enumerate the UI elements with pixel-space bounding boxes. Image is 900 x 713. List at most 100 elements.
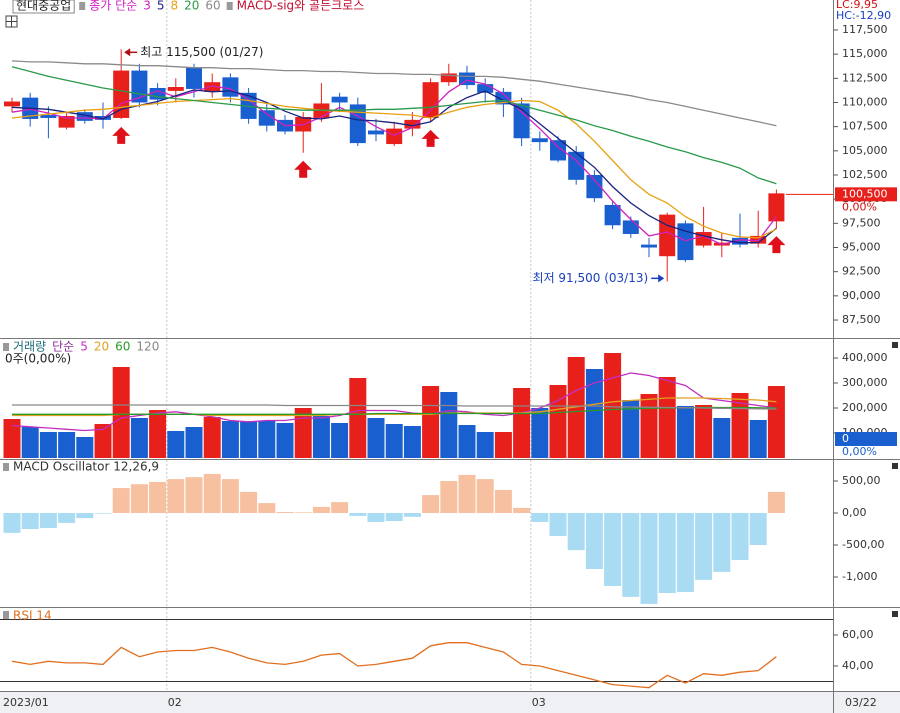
candle-body: [58, 116, 75, 128]
candle-body: [440, 73, 457, 83]
bar: [403, 426, 421, 458]
bar: [130, 484, 148, 513]
bar: [549, 385, 567, 458]
panel-button[interactable]: [892, 342, 898, 348]
ma-line: [11, 60, 777, 127]
legend-entry: 3: [143, 0, 151, 13]
bar: [440, 480, 458, 513]
stock-name[interactable]: 현대중공업: [16, 0, 71, 13]
panel-button[interactable]: [892, 611, 898, 617]
bar: [567, 512, 585, 551]
panel-title: 거래량: [13, 340, 46, 354]
legend-icon: [79, 2, 86, 10]
legend-icon: [3, 343, 9, 351]
legend-entry: 5: [157, 0, 165, 13]
y-tick-label: 60,00: [842, 628, 874, 641]
bar: [185, 477, 203, 513]
hc-label: HC:-12,90: [836, 9, 891, 22]
y-tick-label: 40,00: [842, 659, 874, 672]
bar: [676, 406, 694, 458]
signal-arrow: [767, 236, 786, 254]
bar: [531, 408, 549, 458]
bar: [203, 473, 221, 513]
bar: [112, 488, 130, 513]
bar: [185, 427, 203, 458]
y-tick-label: -1,000: [842, 570, 877, 583]
bar: [731, 512, 749, 561]
legend-icon: [226, 2, 233, 10]
bar: [240, 421, 258, 458]
bar: [294, 408, 312, 458]
legend-entry: 60: [205, 0, 220, 13]
volume-change: 0,00%: [842, 445, 877, 458]
y-tick-label: 107,500: [842, 120, 888, 133]
y-tick-label: 115,000: [842, 47, 888, 60]
bar: [585, 512, 603, 570]
date-axis-bg: [0, 691, 900, 713]
bar: [221, 479, 239, 513]
bar: [149, 481, 167, 513]
y-tick-label: 95,000: [842, 241, 881, 254]
bar: [240, 491, 258, 513]
bar: [276, 423, 294, 458]
bar: [494, 489, 512, 513]
bar: [767, 386, 785, 458]
bar: [203, 417, 221, 458]
bar: [658, 377, 676, 458]
bar: [367, 418, 385, 458]
annotation: 최고 115,500 (01/27): [140, 45, 263, 59]
bar: [622, 512, 640, 597]
bar: [713, 418, 731, 458]
legend-entry: 120: [136, 340, 159, 354]
candle-body: [40, 115, 57, 118]
y-tick-label: 500,00: [842, 474, 881, 487]
candle-body: [550, 140, 566, 161]
bar: [622, 400, 640, 458]
x-tick-label: 2023/01: [3, 696, 49, 709]
candle-body: [422, 82, 439, 118]
bar: [167, 479, 185, 513]
bar: [349, 512, 367, 516]
bar: [767, 491, 785, 513]
bar: [312, 506, 330, 513]
bar: [3, 419, 21, 458]
candle-body: [732, 237, 748, 245]
y-tick-label: 97,500: [842, 216, 881, 229]
panel-button[interactable]: [892, 463, 898, 469]
bar: [76, 512, 94, 519]
y-tick-label: 117,500: [842, 23, 888, 36]
legend-icon: [3, 611, 9, 619]
bar: [458, 425, 476, 458]
candle-body: [4, 101, 20, 107]
legend-prefix: 단순: [52, 340, 74, 354]
y-tick-label: 87,500: [842, 313, 881, 326]
bar: [367, 512, 385, 522]
candle-body: [604, 204, 621, 226]
annotation: 최저 91,500 (03/13): [533, 271, 649, 285]
y-tick-label: 90,000: [842, 289, 881, 302]
bar: [440, 392, 458, 458]
candle-body: [586, 174, 603, 199]
bar: [94, 424, 112, 458]
bar: [258, 421, 276, 458]
bar: [221, 421, 239, 458]
last-price-label: 100,500: [842, 187, 888, 200]
stock-name-box[interactable]: [12, 0, 75, 14]
y-tick-label: 110,000: [842, 95, 888, 108]
bar: [513, 507, 531, 513]
panel-title: RSI 14: [13, 609, 52, 623]
y-tick-label: 400,000: [842, 351, 888, 364]
bar: [476, 479, 494, 513]
bar: [3, 512, 21, 533]
candle-body: [368, 130, 384, 135]
legend-entry: 60: [115, 340, 130, 354]
last-volume-box: [835, 432, 897, 446]
last-volume-label: 0: [842, 432, 849, 445]
lc-label: LC:9,95: [836, 0, 878, 11]
candle-body: [477, 84, 494, 93]
bar: [331, 423, 349, 458]
last-price-box: [835, 187, 897, 202]
bar: [604, 512, 622, 586]
